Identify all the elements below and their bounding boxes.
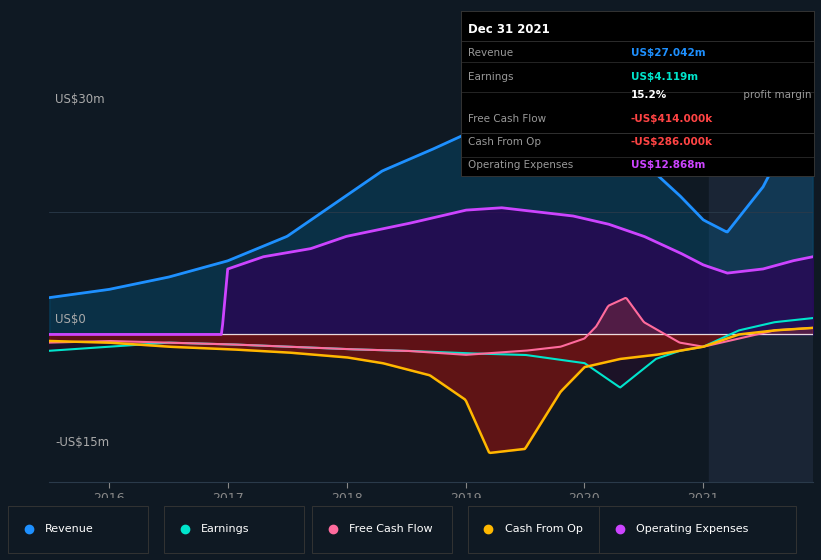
Text: US$12.868m: US$12.868m [631, 160, 705, 170]
Text: Revenue: Revenue [45, 524, 94, 534]
FancyBboxPatch shape [312, 506, 452, 553]
Text: US$30m: US$30m [55, 94, 105, 106]
Text: US$4.119m: US$4.119m [631, 72, 698, 82]
Text: US$0: US$0 [55, 313, 86, 326]
Text: Operating Expenses: Operating Expenses [469, 160, 574, 170]
Text: -US$15m: -US$15m [55, 436, 109, 449]
Text: 15.2%: 15.2% [631, 91, 667, 100]
FancyBboxPatch shape [164, 506, 304, 553]
Text: Free Cash Flow: Free Cash Flow [469, 114, 547, 124]
Text: profit margin: profit margin [741, 91, 812, 100]
Text: Earnings: Earnings [469, 72, 514, 82]
Text: US$27.042m: US$27.042m [631, 48, 705, 58]
Text: -US$414.000k: -US$414.000k [631, 114, 713, 124]
Text: Cash From Op: Cash From Op [469, 137, 542, 147]
FancyBboxPatch shape [599, 506, 796, 553]
Text: Revenue: Revenue [469, 48, 514, 58]
Text: Free Cash Flow: Free Cash Flow [349, 524, 433, 534]
Text: -US$286.000k: -US$286.000k [631, 137, 713, 147]
Text: Cash From Op: Cash From Op [505, 524, 583, 534]
FancyBboxPatch shape [8, 506, 148, 553]
Text: Operating Expenses: Operating Expenses [636, 524, 749, 534]
Text: Earnings: Earnings [201, 524, 250, 534]
Text: Dec 31 2021: Dec 31 2021 [469, 23, 550, 36]
Bar [709, 73, 813, 482]
FancyBboxPatch shape [468, 506, 608, 553]
